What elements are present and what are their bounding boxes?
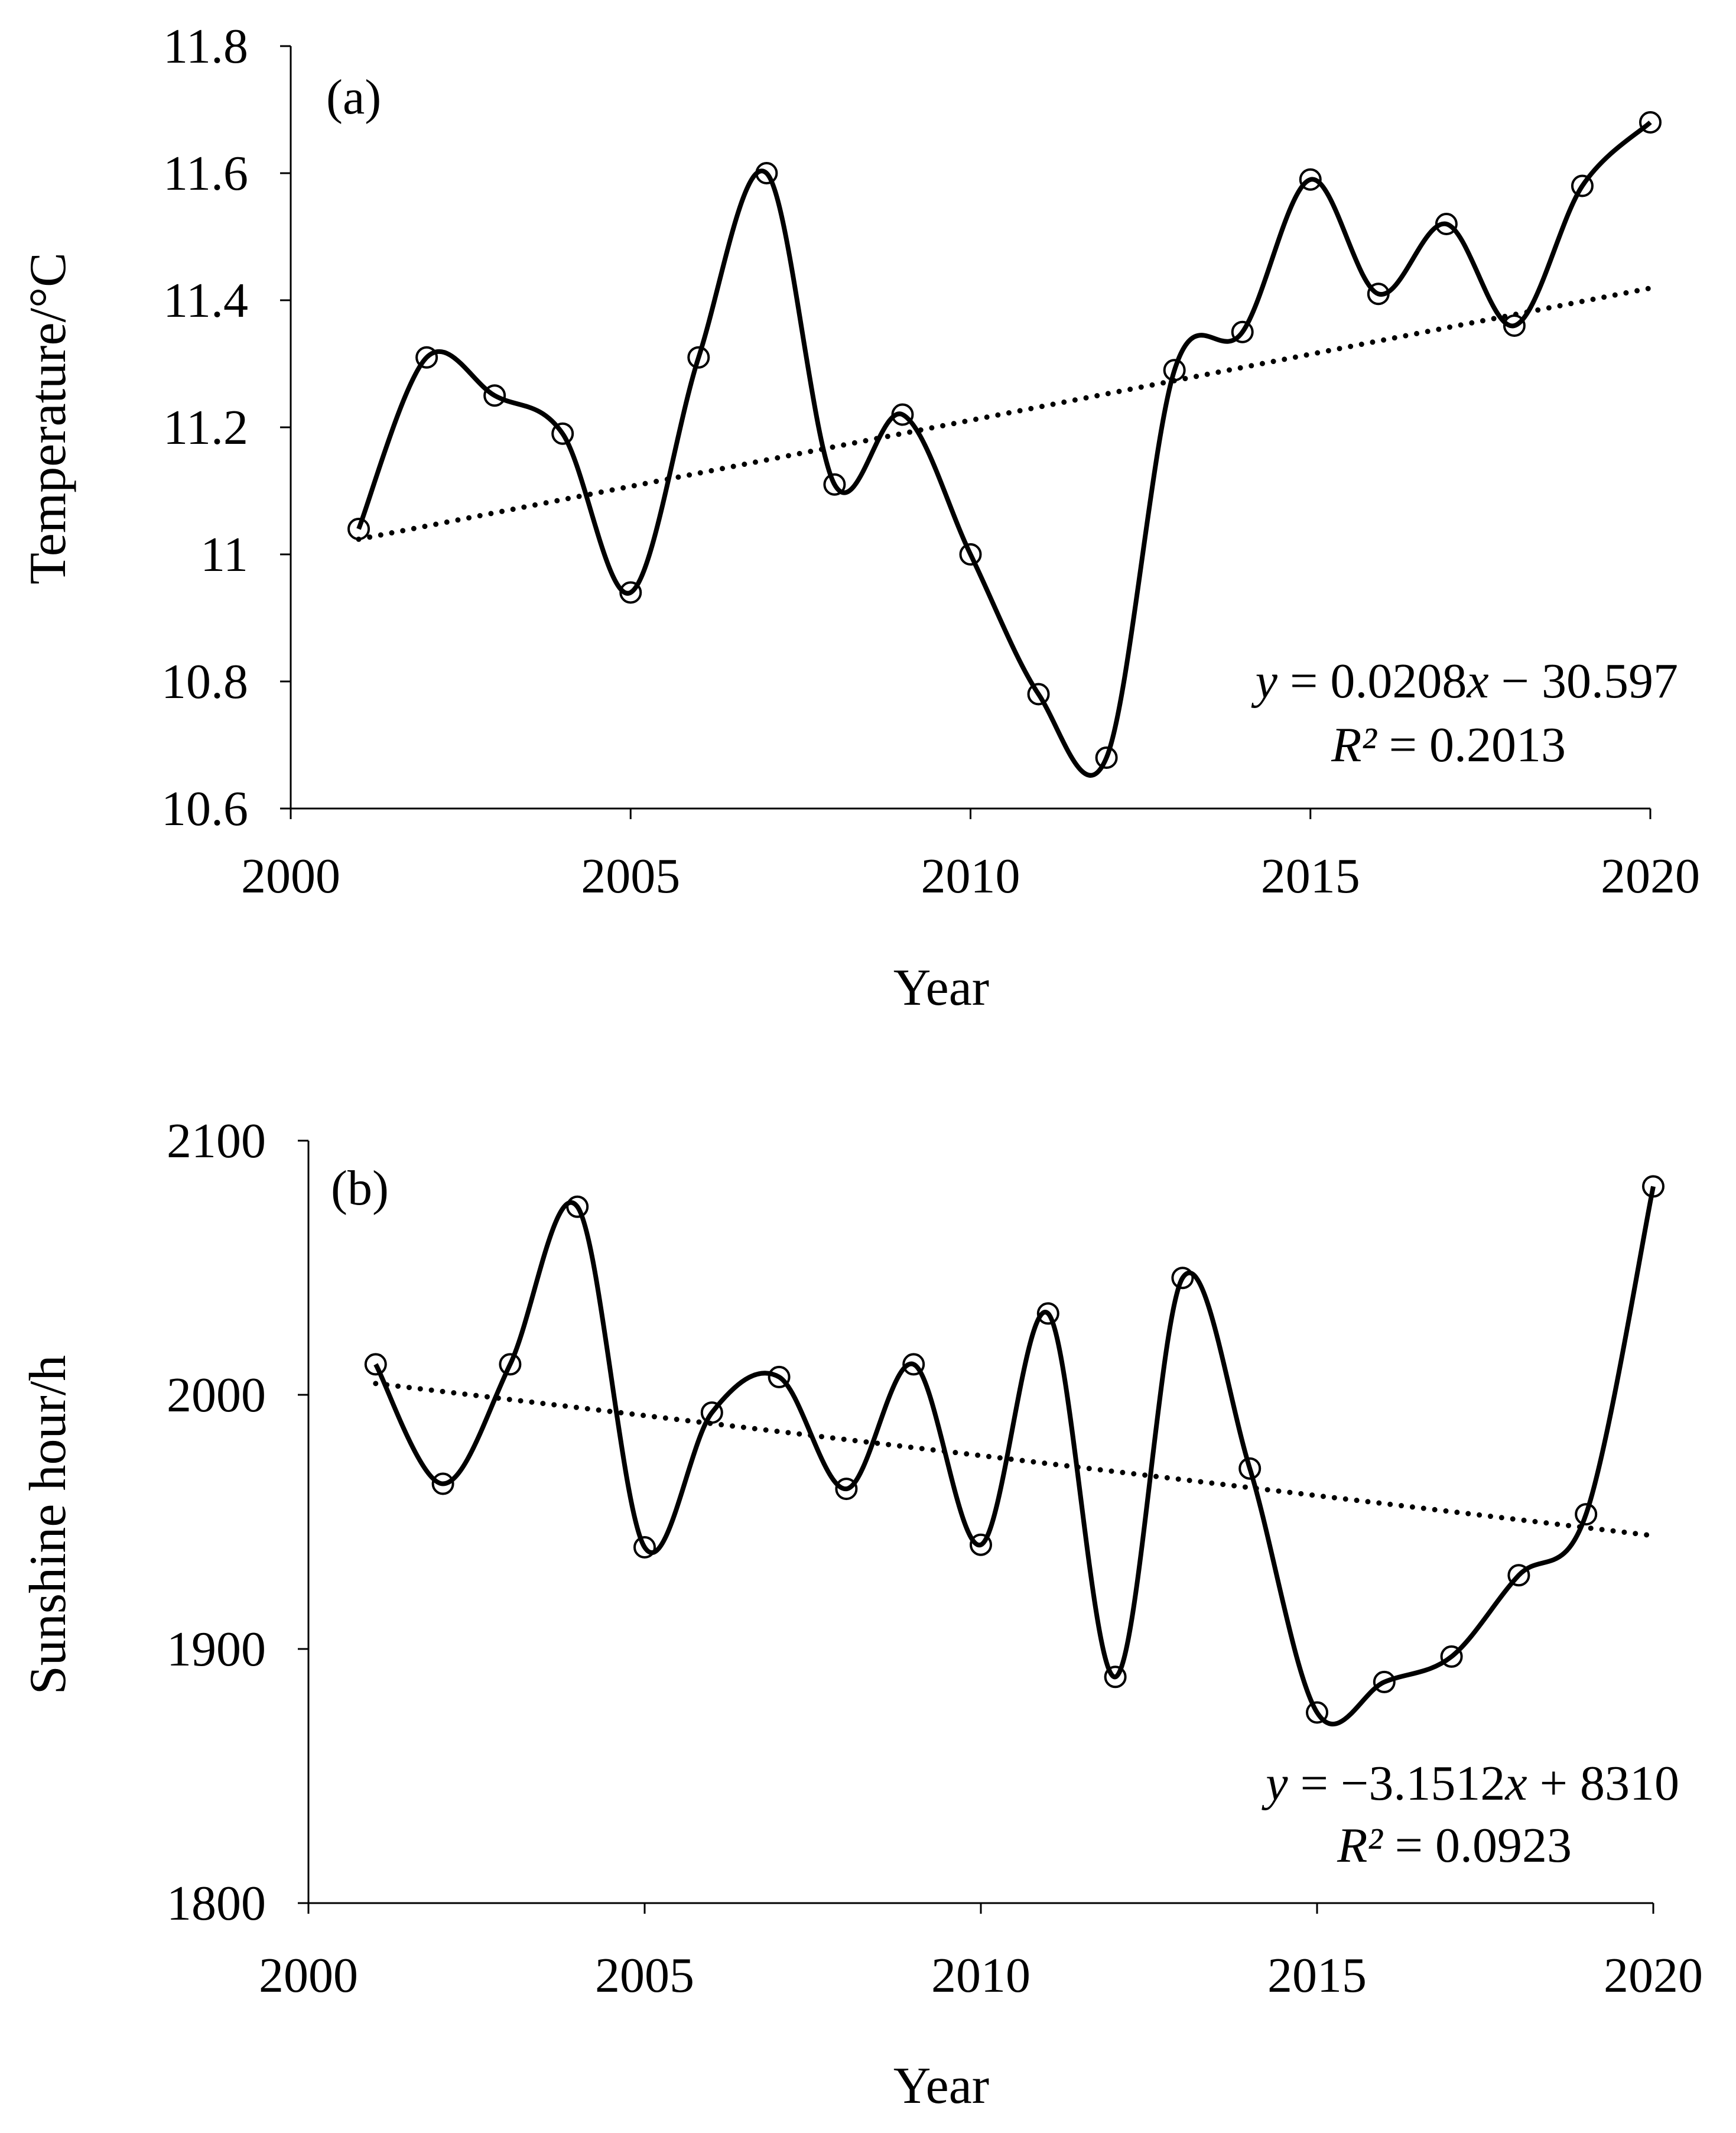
panel-a-y-tick-label: 11.4 (163, 273, 248, 328)
panel-b-x-ticks: 2000 2005 2010 2015 2020 (259, 1948, 1703, 2003)
data-point (755, 162, 778, 184)
data-point (1171, 1267, 1194, 1290)
trendline (356, 285, 1653, 542)
r2-symbol: R² (1337, 1818, 1383, 1873)
data-point (347, 518, 370, 540)
data-point (1367, 283, 1390, 306)
data-point (902, 1353, 925, 1376)
data-point (1507, 1564, 1530, 1587)
data-point (499, 1353, 522, 1376)
eq-y-var: y (1251, 654, 1278, 709)
data-point (1373, 1670, 1396, 1693)
data-point (1503, 314, 1526, 337)
panel-a-x-tick-label: 2000 (241, 849, 340, 904)
series-line (356, 121, 1652, 778)
panel-a-x-tick-label: 2015 (1261, 849, 1360, 904)
r2-value: = 0.0923 (1383, 1818, 1572, 1873)
data-point (364, 1353, 387, 1376)
data-point (959, 543, 982, 566)
data-point (1571, 174, 1594, 197)
eq-x-var: x (1465, 654, 1488, 709)
panel-b-marks (298, 1139, 1665, 1914)
trendline (373, 1381, 1656, 1538)
eq-slope: = −3.1512 (1288, 1756, 1506, 1811)
panel-b-y-ticks: 1800 1900 2000 2100 (167, 1113, 266, 1931)
eq-x-var: x (1504, 1756, 1527, 1811)
panel-a-label: (a) (326, 70, 381, 125)
data-point (1642, 1175, 1665, 1198)
panel-b-x-tick-label: 2015 (1267, 1948, 1367, 2003)
chart-panel-a: (a) Year Temperature/°C 2000 2005 2010 2… (19, 19, 1700, 1017)
data-point (483, 384, 506, 407)
panel-a-y-tick-label: 10.6 (161, 781, 248, 836)
panel-b-label: (b) (331, 1161, 389, 1216)
panel-a-x-ticks: 2000 2005 2010 2015 2020 (241, 849, 1700, 904)
eq-intercept: + 8310 (1527, 1756, 1679, 1811)
data-point (1104, 1666, 1127, 1689)
panel-a-y-tick-label: 11 (200, 527, 248, 582)
panel-b-x-tick-label: 2005 (595, 1948, 694, 2003)
data-point (1027, 683, 1050, 706)
eq-y-var: y (1261, 1756, 1288, 1811)
panel-b-x-tick-label: 2000 (259, 1948, 358, 2003)
panel-b-y-tick-label: 2100 (167, 1113, 266, 1168)
data-point (700, 1401, 723, 1424)
panel-a-x-axis-label: Year (893, 959, 989, 1017)
panel-a-trend-equation: y = 0.0208x − 30.597 R² = 0.2013 (1251, 654, 1678, 772)
panel-a-r2-line: R² = 0.2013 (1331, 718, 1566, 772)
panel-b-x-axis-label: Year (893, 2057, 989, 2115)
data-point (823, 473, 846, 496)
data-point (891, 403, 914, 426)
panel-b-x-tick-label: 2010 (931, 1948, 1030, 2003)
panel-b-y-tick-label: 2000 (167, 1368, 266, 1423)
data-point (415, 346, 438, 369)
data-point (619, 581, 642, 604)
panel-a-marks (280, 45, 1662, 819)
data-point (1163, 359, 1186, 382)
panel-b-r2-line: R² = 0.0923 (1337, 1818, 1572, 1873)
data-point (1440, 1645, 1463, 1668)
r2-symbol: R² (1331, 718, 1377, 772)
data-point (970, 1533, 992, 1556)
data-point (687, 346, 710, 369)
data-point (633, 1536, 656, 1559)
panel-b-y-tick-label: 1900 (167, 1622, 266, 1677)
data-point (431, 1472, 454, 1495)
data-point (1036, 1302, 1059, 1325)
eq-slope: = 0.0208 (1277, 654, 1467, 709)
series-line (373, 1186, 1656, 1726)
panel-a-y-tick-label: 11.8 (163, 19, 248, 74)
panel-a-x-tick-label: 2020 (1601, 849, 1700, 904)
panel-a-y-ticks: 10.6 10.8 11 11.2 11.4 11.6 11.8 (161, 19, 248, 836)
panel-b-y-axis-label: Sunshine hour/h (19, 1355, 77, 1694)
data-point (1231, 320, 1254, 343)
data-point (551, 422, 574, 445)
panel-a-x-tick-label: 2005 (581, 849, 680, 904)
panel-a-x-tick-label: 2010 (921, 849, 1020, 904)
data-point (566, 1195, 589, 1218)
data-point (768, 1365, 791, 1388)
panel-a-y-tick-label: 10.8 (161, 654, 248, 709)
panel-a-y-tick-label: 11.6 (163, 146, 248, 201)
data-point (835, 1478, 858, 1501)
panel-b-equation-line: y = −3.1512x + 8310 (1261, 1756, 1679, 1811)
panel-b-y-tick-label: 1800 (167, 1876, 266, 1931)
data-point (1435, 213, 1458, 235)
data-point (1639, 111, 1662, 134)
panel-b-trend-equation: y = −3.1512x + 8310 R² = 0.0923 (1261, 1756, 1679, 1873)
data-point (1238, 1457, 1262, 1480)
data-point (1095, 746, 1118, 769)
eq-intercept: − 30.597 (1489, 654, 1678, 709)
r2-value: = 0.2013 (1377, 718, 1566, 772)
data-point (1299, 168, 1322, 191)
panel-a-y-tick-label: 11.2 (163, 400, 248, 455)
chart-panel-b: (b) Year Sunshine hour/h 2000 2005 2010 … (19, 1113, 1703, 2115)
panel-b-x-tick-label: 2020 (1604, 1948, 1703, 2003)
data-point (1306, 1701, 1328, 1724)
panel-a-y-axis-label: Temperature/°C (19, 252, 77, 585)
panel-a-equation-line: y = 0.0208x − 30.597 (1251, 654, 1678, 709)
data-point (1575, 1503, 1598, 1526)
